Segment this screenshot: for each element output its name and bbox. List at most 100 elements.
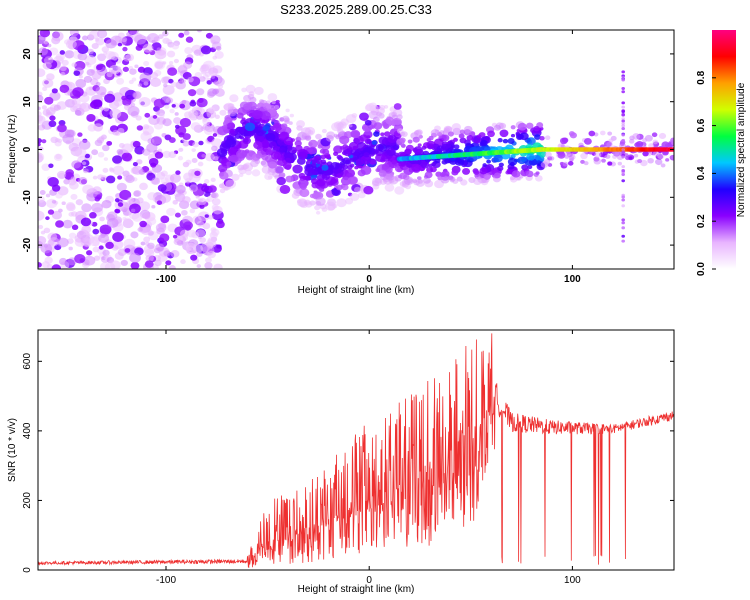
spectrogram-blob	[236, 149, 247, 159]
spectrogram-blob	[181, 209, 188, 216]
spectrogram-blob	[463, 125, 473, 134]
spectrogram-blob	[117, 175, 123, 180]
spectrogram-blob	[134, 145, 145, 155]
spectrogram-blob	[249, 96, 257, 103]
spectrogram-blob	[621, 150, 626, 154]
spectrogram-blob	[99, 106, 104, 111]
spectrogram-blob	[51, 31, 64, 42]
spectrogram-blob	[197, 161, 204, 167]
spectrogram-blob	[225, 179, 237, 189]
spectrogram-blob	[38, 224, 44, 230]
spectrogram-blob	[236, 112, 244, 119]
spectrogram-blob	[348, 123, 353, 128]
spectrogram-blob	[98, 245, 104, 250]
spectrogram-blob	[97, 53, 107, 62]
snr-background	[38, 330, 674, 570]
spectrogram-blob	[44, 96, 54, 105]
spectrogram-blob	[633, 153, 639, 158]
spectrogram-blob	[197, 197, 207, 206]
spectrogram-blob	[254, 86, 264, 95]
spectrogram-blob	[339, 135, 350, 145]
spectrogram-blob	[96, 64, 103, 71]
spectrogram-blob	[124, 248, 131, 253]
spectrogram-blob	[393, 103, 402, 110]
spectrogram-blob	[113, 216, 123, 224]
spectrogram-blob	[94, 196, 101, 202]
spectrogram-blob	[533, 125, 540, 132]
spectrogram-blob	[629, 138, 635, 144]
spectrogram-blob	[264, 172, 273, 181]
spectrogram-blob	[116, 148, 124, 155]
spectrogram-blob	[345, 197, 354, 205]
spectrogram-blob	[173, 238, 182, 246]
spectrogram-blob	[132, 161, 138, 167]
spectrogram-blob	[384, 183, 395, 192]
spectrogram-blob	[534, 134, 541, 140]
spectrogram-blob	[226, 161, 232, 167]
spectrogram-blob	[38, 115, 46, 124]
spectrogram-blob	[371, 140, 378, 145]
spectrogram-ytick-label: -10	[22, 190, 33, 205]
spectrogram-blob	[187, 89, 197, 97]
spectrogram-blob	[121, 143, 134, 154]
spectrogram-blob	[606, 141, 613, 148]
spectrogram-blob	[628, 156, 633, 160]
spectrogram-blob	[360, 165, 372, 175]
spectrogram-blob	[140, 241, 146, 246]
spectrogram-blob	[197, 98, 204, 104]
spectrogram-blob	[189, 184, 199, 192]
spectrogram-blob	[175, 184, 186, 194]
spectrogram-blob	[184, 47, 193, 55]
spectrogram-blob	[260, 111, 271, 120]
spectrogram-blob	[499, 129, 509, 138]
spectrogram-blob	[114, 198, 120, 203]
spectrogram-blob	[336, 173, 343, 179]
spectrogram-blob	[117, 42, 123, 47]
spectrogram-blob	[78, 139, 91, 150]
spectrogram-blob	[101, 46, 110, 53]
spectrogram-blob	[38, 94, 44, 102]
spectrogram-blob	[83, 255, 96, 266]
spectrogram-blob	[211, 138, 223, 148]
spectrogram-blob	[337, 121, 347, 130]
spectrogram-ytick-label: -20	[22, 237, 33, 252]
spectrogram-blob	[117, 127, 125, 134]
spectrogram-blob	[273, 123, 280, 129]
spectrogram-blob	[217, 84, 224, 89]
spectrogram-blob	[142, 212, 151, 220]
spectrogram-blob	[613, 150, 621, 157]
spectrogram-blob	[144, 260, 154, 268]
spectrogram-blob	[179, 229, 189, 238]
spectrogram-blob	[135, 115, 142, 121]
spectrogram-blob	[414, 129, 422, 137]
spectrogram-blob	[51, 199, 57, 204]
spectrogram-blob	[458, 133, 465, 139]
spectrogram-blob	[92, 228, 100, 235]
spectrogram-blob	[217, 164, 228, 173]
spectrogram-blob	[255, 152, 263, 159]
colorbar-tick-label: 0.4	[696, 166, 707, 180]
spectrogram-blob	[59, 50, 66, 55]
spectrogram-blob	[199, 237, 207, 243]
spectrogram-blob	[267, 93, 278, 102]
spectrogram-blob	[162, 84, 175, 95]
spectrogram-blob	[43, 227, 51, 234]
spectrogram-blob	[65, 169, 75, 177]
spectrogram-blob	[55, 192, 63, 199]
spectrogram-blob	[250, 160, 259, 168]
spectrogram-blob	[251, 169, 261, 177]
snr-ytick-label: 400	[22, 422, 33, 439]
spectrogram-blob	[61, 201, 66, 206]
spectrogram-blob	[671, 140, 674, 146]
spectrogram-blob	[262, 125, 270, 132]
spectrogram-blob	[384, 131, 391, 137]
spectrogram-blob	[248, 91, 255, 97]
spectrogram-blob	[608, 138, 614, 143]
spectrogram-blob	[134, 34, 147, 45]
spectrogram-blob	[466, 134, 474, 141]
spectrogram-blob	[162, 30, 169, 37]
spectrogram-blob	[121, 152, 133, 162]
spectrogram-blob	[509, 161, 515, 167]
spectrogram-blob	[400, 131, 408, 138]
